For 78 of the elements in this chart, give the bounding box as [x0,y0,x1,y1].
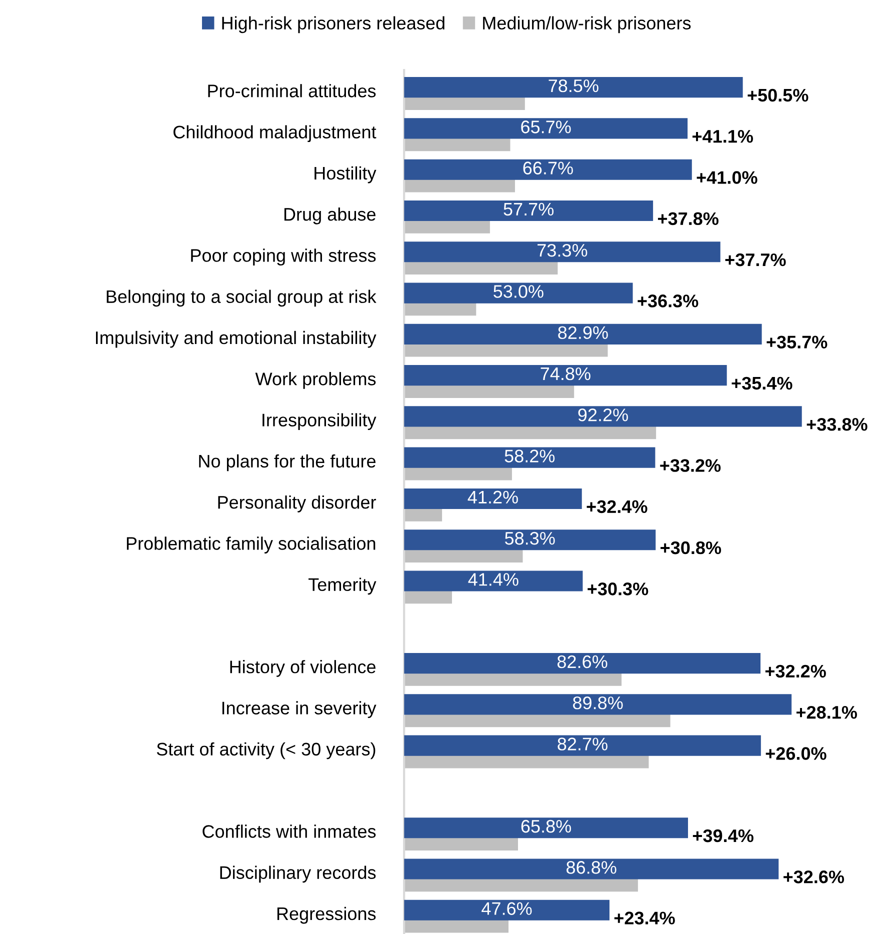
y-tick-label: No plans for the future [199,454,376,472]
y-tick-label: Irresponsibility [262,413,376,430]
y-tick-label: Drug abuse [284,208,376,224]
bar [404,282,633,304]
data-label: 47.6% [482,902,532,915]
data-label: 58.3% [504,532,555,545]
data-label: 65.8% [521,820,572,833]
bar [404,818,688,838]
annotation: +37.7% [725,253,786,266]
annotation: +28.1% [796,706,857,719]
data-label: 41.2% [468,490,518,504]
annotation: +33.8% [806,418,868,431]
data-label: 92.2% [578,408,628,422]
annotation: +36.3% [638,294,698,308]
annotation: +32.6% [784,870,844,884]
y-tick-label: Belonging to a social group at risk [106,290,376,307]
y-tick-label: Temerity [308,578,376,595]
bar [404,447,656,468]
bar [404,77,743,98]
y-tick-label: Hostility [314,166,376,184]
data-label: 65.7% [521,120,571,134]
annotation: +30.8% [660,541,722,554]
data-label: 57.7% [504,202,554,216]
data-label: 73.3% [538,244,588,257]
data-label: 82.9% [558,326,608,340]
annotation: +35.4% [732,376,792,390]
data-label: 82.6% [557,655,608,668]
bar [404,242,720,262]
data-label: 74.8% [540,367,590,380]
bar [404,324,762,344]
bar [404,365,727,386]
bar [404,488,582,510]
data-label: 89.8% [573,696,623,710]
y-tick-label: Personality disorder [218,495,376,512]
bar [404,118,688,139]
y-tick-label: Conflicts with inmates [202,824,376,838]
annotation: +39.4% [692,829,754,842]
bar [404,159,692,180]
annotation: +41.1% [692,130,754,143]
y-tick-label: Impulsivity and emotional instability [96,330,376,348]
y-tick-label: Regressions [277,906,376,924]
bar [404,530,656,550]
bar [404,900,610,920]
y-tick-label: Increase in severity [222,701,376,718]
annotation: +26.0% [766,747,826,760]
data-label: 82.7% [558,738,608,750]
y-tick-label: Poor coping with stress [191,248,376,266]
data-label: 86.8% [566,861,616,874]
data-label: 53.0% [494,285,544,298]
annotation: +50.5% [748,88,808,102]
y-tick-label: History of violence [230,660,376,677]
data-label: 58.2% [504,450,555,462]
annotation: +32.2% [765,664,826,678]
y-tick-label: Disciplinary records [220,866,376,883]
data-label: 78.5% [548,79,598,92]
data-label: 41.4% [468,573,518,586]
bar [404,570,583,592]
legend-label: Medium/low-risk prisoners [483,16,691,34]
annotation: +30.3% [588,582,648,596]
y-tick-label: Work problems [255,372,376,389]
y-tick-label: Start of activity (< 30 years) [156,742,376,760]
bar [404,858,779,880]
bar [404,694,792,715]
annotation: +41.0% [696,171,758,184]
y-tick-label: Problematic family socialisation [126,536,376,554]
legend-label: High-risk prisoners released [222,16,444,34]
bar [404,200,654,222]
annotation: +23.4% [614,912,675,924]
annotation: +37.8% [658,212,718,226]
data-label: 66.7% [523,162,573,174]
annotation: +33.2% [660,459,721,472]
bar [404,653,760,674]
annotation: +35.7% [766,336,828,349]
annotation: +32.4% [586,500,648,514]
y-tick-label: Pro-criminal attitudes [208,84,376,98]
bar [404,735,761,756]
y-tick-label: Childhood maladjustment [174,125,376,142]
bar [404,406,802,427]
